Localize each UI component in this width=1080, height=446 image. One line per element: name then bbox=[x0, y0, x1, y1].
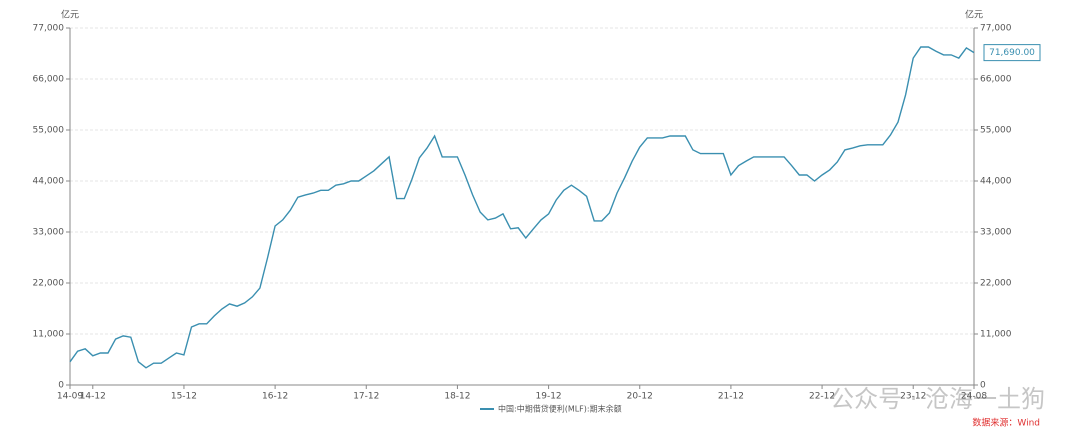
y-tick-label-right: 55,000 bbox=[980, 126, 1012, 136]
value-label-box bbox=[983, 44, 1041, 62]
x-tick-label: 24-08 bbox=[961, 392, 987, 402]
y-tick-label-right: 66,000 bbox=[980, 75, 1012, 85]
y-unit-left: 亿元 bbox=[61, 9, 79, 21]
source: 数据来源：Wind bbox=[972, 417, 1040, 429]
x-tick-label: 14-09 bbox=[57, 392, 83, 402]
y-unit-right: 亿元 bbox=[965, 9, 983, 21]
y-tick-label-left: 44,000 bbox=[33, 177, 65, 187]
x-tick-label: 19-12 bbox=[536, 392, 562, 402]
value-label: 71,690.00 bbox=[989, 48, 1035, 58]
x-tick-label: 21-12 bbox=[718, 392, 744, 402]
x-tick-label: 23-12 bbox=[900, 392, 926, 402]
y-tick-label-right: 44,000 bbox=[980, 177, 1012, 187]
x-tick-label: 14-12 bbox=[80, 392, 106, 402]
y-tick-label-right: 22,000 bbox=[980, 279, 1012, 289]
x-tick-label: 18-12 bbox=[444, 392, 470, 402]
y-tick-label-left: 55,000 bbox=[33, 126, 65, 136]
y-tick-label-left: 11,000 bbox=[33, 330, 65, 340]
x-tick-label: 15-12 bbox=[171, 392, 197, 402]
watermark: 公众号 · 沧海一土狗 bbox=[830, 385, 1045, 413]
y-tick-label-right: 11,000 bbox=[980, 330, 1012, 340]
x-tick-label: 17-12 bbox=[353, 392, 379, 402]
y-tick-label-left: 0 bbox=[58, 381, 64, 391]
y-tick-label-right: 77,000 bbox=[980, 24, 1012, 34]
legend-label: 中国:中期借贷便利(MLF):期末余额 bbox=[498, 404, 622, 414]
y-tick-label-left: 77,000 bbox=[33, 24, 65, 34]
y-tick-label-left: 33,000 bbox=[33, 228, 65, 238]
y-tick-label-left: 66,000 bbox=[33, 75, 65, 85]
x-tick-label: 20-12 bbox=[627, 392, 653, 402]
y-tick-label-left: 22,000 bbox=[33, 279, 65, 289]
y-tick-label-right: 33,000 bbox=[980, 228, 1012, 238]
x-tick-label: 22-12 bbox=[809, 392, 835, 402]
y-tick-label-right: 0 bbox=[980, 381, 986, 391]
line bbox=[69, 46, 975, 369]
x-tick-label: 16-12 bbox=[262, 392, 288, 402]
